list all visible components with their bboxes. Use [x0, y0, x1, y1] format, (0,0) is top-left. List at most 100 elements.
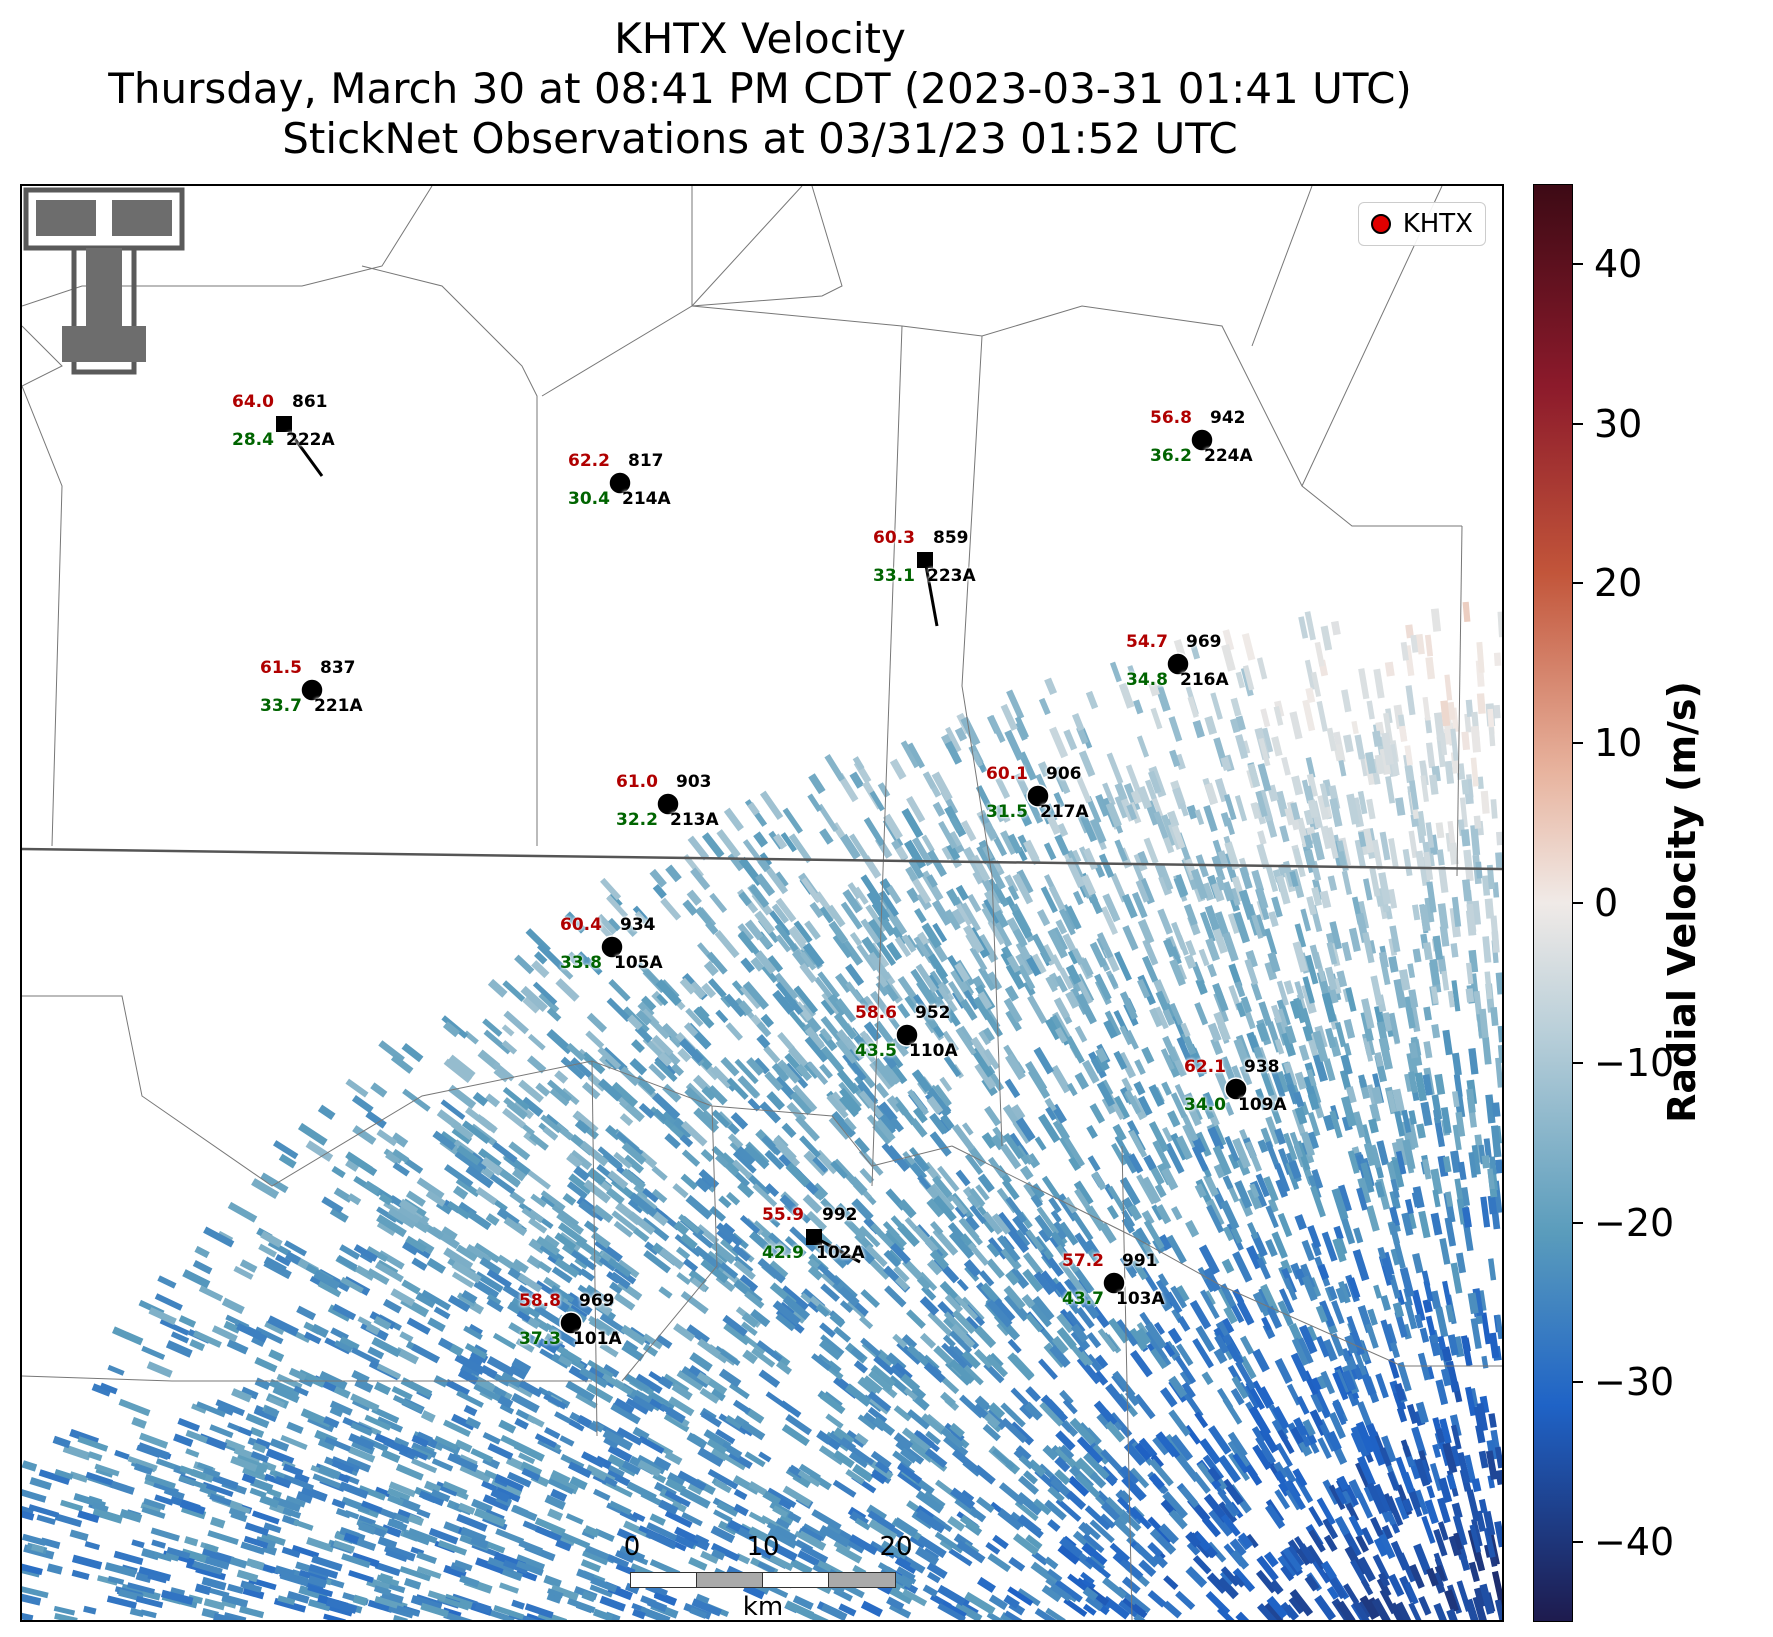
radar-gate	[1222, 629, 1235, 651]
radar-gate	[1420, 1101, 1433, 1127]
radar-gate	[732, 1475, 760, 1495]
radar-gate	[1375, 1373, 1389, 1399]
radar-gate	[611, 1210, 639, 1234]
radar-gate	[818, 1445, 845, 1466]
radar-gate	[775, 897, 797, 923]
radar-gate	[1027, 994, 1048, 1025]
radar-gate	[877, 782, 891, 798]
radar-gate	[487, 1443, 514, 1460]
radar-gate	[192, 1560, 223, 1575]
radar-gate	[607, 1444, 633, 1463]
radar-gate	[859, 1167, 875, 1184]
radar-gate	[728, 1382, 750, 1400]
radar-gate	[1162, 1126, 1174, 1143]
radar-gate	[1443, 728, 1453, 745]
radar-gate	[1155, 1204, 1172, 1225]
station-dewpoint: 34.8	[1126, 670, 1168, 690]
radar-gate	[547, 1508, 564, 1522]
radar-gate	[443, 1419, 471, 1438]
radar-gate	[374, 1486, 392, 1498]
radar-gate	[894, 1276, 910, 1291]
radar-gate	[191, 1403, 207, 1414]
radar-gate	[569, 1149, 593, 1171]
radar-gate	[1156, 1292, 1173, 1312]
radar-gate	[715, 1009, 729, 1024]
colorbar-tick-label: −20	[1594, 1200, 1675, 1245]
radar-gate	[1276, 999, 1291, 1027]
radar-gate	[859, 1315, 874, 1330]
radar-gate	[954, 1205, 967, 1219]
radar-gate	[1005, 1009, 1022, 1032]
radar-gate	[1204, 905, 1222, 934]
radar-gate	[1311, 1241, 1322, 1257]
radar-gate	[1049, 726, 1069, 759]
radar-gate	[433, 1306, 451, 1320]
radar-gate	[1301, 1239, 1315, 1262]
radar-gate	[1218, 1501, 1238, 1524]
radar-gate	[708, 978, 727, 999]
radar-gate	[1016, 1491, 1043, 1516]
radar-gate	[835, 1202, 853, 1220]
radar-gate	[687, 1481, 704, 1496]
radar-gate	[1021, 1293, 1036, 1309]
radar-gate	[1394, 1496, 1410, 1520]
radar-gate	[1275, 1442, 1293, 1468]
radar-gate	[1053, 766, 1071, 795]
radar-gate	[737, 1181, 755, 1199]
radar-gate	[1291, 1337, 1310, 1366]
radar-gate	[900, 740, 920, 769]
radar-gate	[623, 1154, 645, 1174]
radar-gate	[1305, 1325, 1318, 1342]
radar-gate	[1413, 1543, 1432, 1576]
radar-gate	[1333, 1225, 1344, 1241]
radar-gate	[1041, 1584, 1062, 1603]
radar-gate	[1282, 1465, 1297, 1484]
radar-gate	[689, 1352, 713, 1372]
radar-gate	[959, 1514, 980, 1532]
radar-gate	[1450, 1445, 1462, 1467]
radar-gate	[792, 1595, 814, 1610]
radar-gate	[1099, 1513, 1116, 1529]
radar-gate	[1101, 1079, 1114, 1096]
radar-gate	[501, 1024, 515, 1037]
radar-gate	[36, 1514, 56, 1525]
radar-gate	[1495, 1469, 1502, 1486]
radar-gate	[1264, 1602, 1284, 1620]
radar-gate	[727, 851, 745, 872]
radar-gate	[715, 1428, 736, 1445]
radar-gate	[1125, 764, 1142, 795]
radar-gate	[1059, 1389, 1074, 1406]
station-id: 103A	[1116, 1289, 1165, 1309]
scale-tick-0: 0	[623, 1532, 641, 1562]
radar-gate	[897, 1223, 920, 1248]
radar-gate	[662, 1083, 682, 1103]
radar-gate	[1161, 1167, 1179, 1191]
radar-gate	[926, 1259, 943, 1276]
radar-gate	[1192, 1338, 1214, 1369]
radar-gate	[69, 1471, 89, 1483]
radar-gate	[888, 1051, 904, 1069]
radar-gate	[1351, 720, 1359, 735]
radar-gate	[1266, 1305, 1283, 1329]
radar-gate	[927, 1311, 954, 1337]
radar-gate	[1175, 1343, 1194, 1367]
radar-gate	[713, 1509, 733, 1523]
radar-gate	[740, 957, 755, 973]
radar-gate	[367, 1346, 385, 1360]
radar-gate	[989, 1073, 1005, 1092]
radar-gate	[1331, 1300, 1345, 1325]
radar-gate	[1276, 980, 1289, 1006]
radar-gate	[1274, 1128, 1286, 1145]
radar-gate	[1445, 1360, 1460, 1393]
radar-gate	[473, 1279, 500, 1300]
radar-gate	[1186, 804, 1199, 820]
radar-gate	[782, 807, 803, 834]
radar-gate	[1464, 1454, 1477, 1484]
radar-map[interactable]: KHTX 64.0 861 28.4 222A 62.2 817 30.4 214A 56.8 9…	[20, 184, 1504, 1622]
radar-gate	[1087, 1248, 1102, 1265]
radar-gate	[1352, 1249, 1370, 1282]
radar-gate	[482, 1494, 510, 1512]
radar-gate	[1397, 1361, 1412, 1392]
station-dewpoint: 33.1	[873, 566, 915, 586]
radar-gate	[970, 1036, 994, 1068]
